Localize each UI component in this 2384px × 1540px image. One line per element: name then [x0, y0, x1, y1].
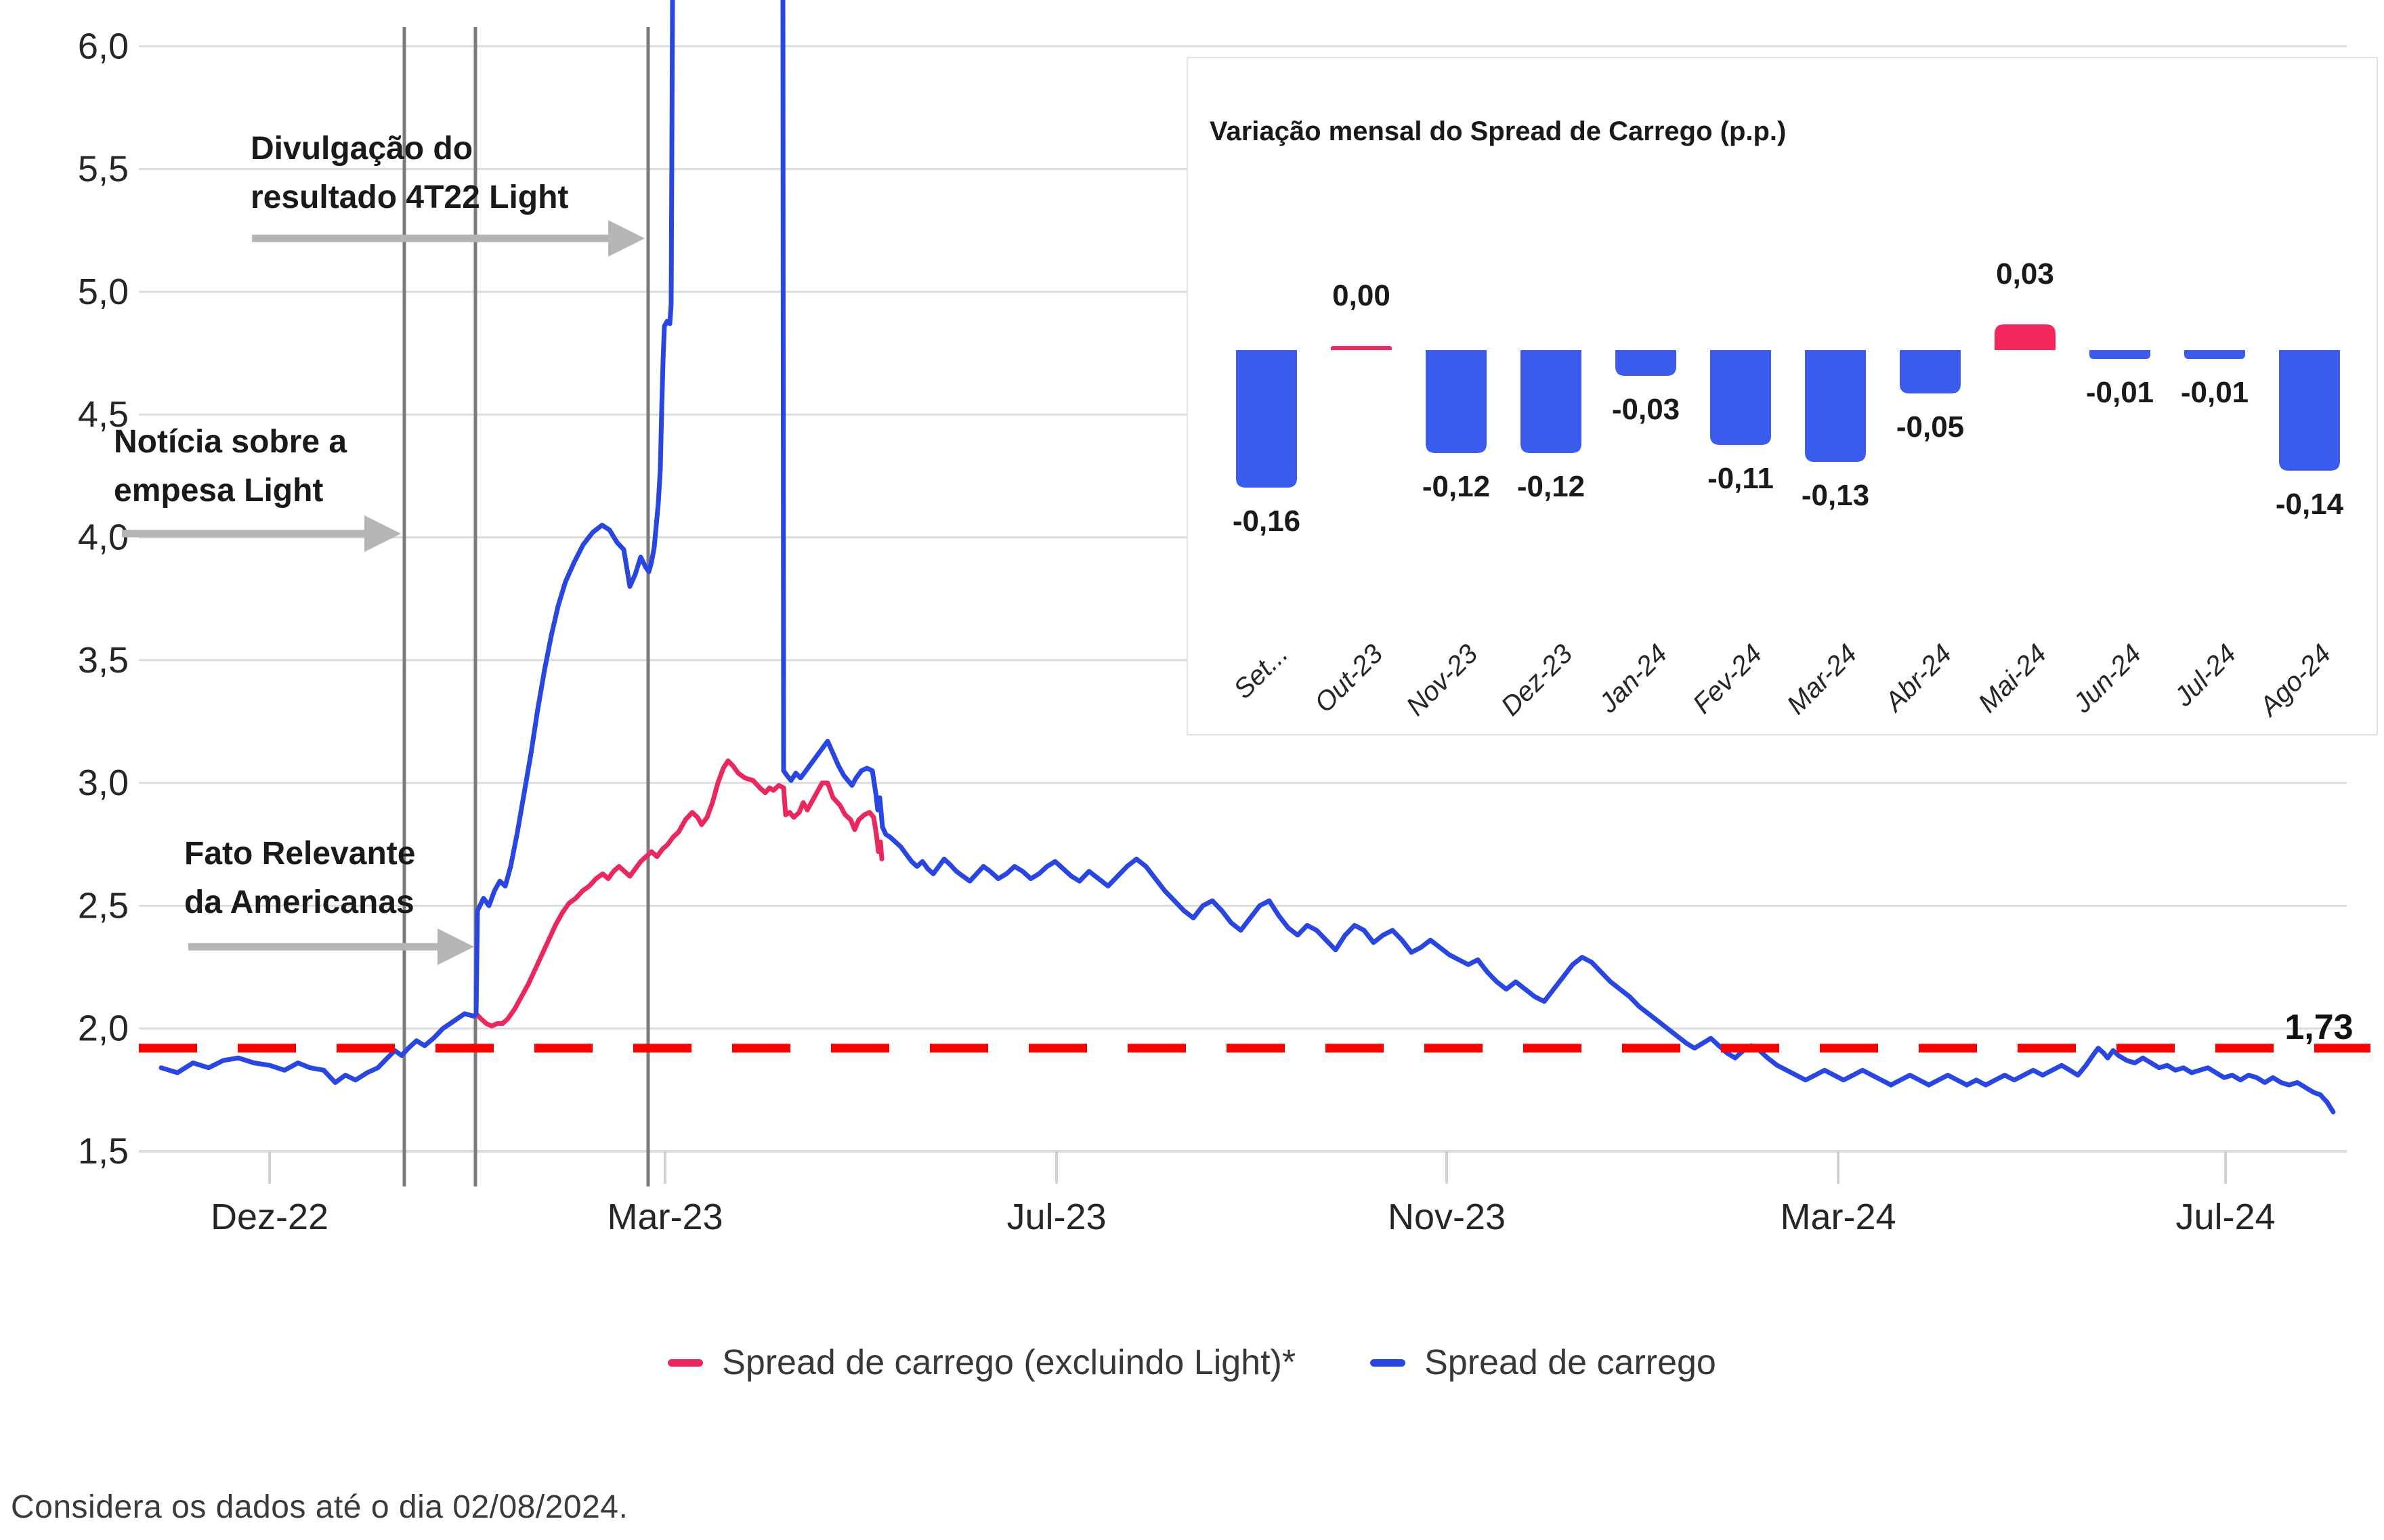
annotation-text-fato-relevante-americanas: da Americanas — [184, 884, 414, 920]
x-tick-label: Jul-24 — [2175, 1197, 2275, 1237]
legend-item-excluding-light: Spread de carrego (excluindo Light)* — [668, 1342, 1296, 1383]
reference-dashed-line: 1,73 — [139, 1008, 2370, 1053]
inset-bar-Ago-24 — [2279, 350, 2340, 471]
x-tick-label: Mar-24 — [1780, 1197, 1896, 1237]
annotation-text-divulgacao-4t22-light: resultado 4T22 Light — [251, 179, 568, 215]
inset-bar-value-label: -0,03 — [1612, 393, 1680, 426]
inset-bar-chart-panel: Variação mensal do Spread de Carrego (p.… — [1187, 57, 2378, 735]
pink-line-swatch-icon — [668, 1359, 704, 1367]
inset-bar-Nov-23 — [1426, 350, 1487, 453]
annotation-text-divulgacao-4t22-light: Divulgação do — [251, 131, 473, 167]
legend-item-spread: Spread de carrego — [1370, 1342, 1716, 1383]
inset-panel-background — [1187, 57, 2378, 735]
x-tick-label: Dez-22 — [211, 1197, 328, 1237]
inset-bar-Abr-24 — [1900, 350, 1961, 393]
y-tick-label: 4,0 — [78, 517, 129, 558]
inset-bar-value-label: 0,00 — [1332, 279, 1390, 312]
inset-bar-Out-23 — [1331, 346, 1392, 350]
inset-bar-value-labels: -0,16 0,00 -0,12 -0,12 -0,03 -0,11 -0,13 -0,05 0… — [1233, 257, 2344, 538]
annotation-arrowhead-icon — [438, 928, 474, 965]
inset-title: Variação mensal do Spread de Carrego (p.… — [1210, 116, 1786, 146]
x-tick-label: Mar-23 — [607, 1197, 723, 1237]
inset-bar-value-label: -0,12 — [1422, 470, 1490, 503]
y-tick-label: 1,5 — [78, 1131, 129, 1172]
event-annotations: Divulgação do resultado 4T22 Light Notícia… — [114, 131, 645, 965]
inset-bar-Mar-24 — [1805, 350, 1866, 462]
inset-bars — [1236, 324, 2340, 488]
inset-bar-Jun-24 — [2089, 350, 2150, 359]
y-tick-label: 2,5 — [78, 885, 129, 926]
y-tick-label: 3,5 — [78, 640, 129, 681]
y-tick-label: 4,5 — [78, 394, 129, 435]
inset-bar-value-label: -0,16 — [1233, 505, 1300, 538]
inset-bar-value-label: -0,14 — [2276, 488, 2344, 521]
x-tick-label: Jul-23 — [1006, 1197, 1106, 1237]
inset-bar-Set... — [1236, 350, 1297, 488]
legend-label: Spread de carrego (excluindo Light)* — [722, 1343, 1296, 1382]
legend: Spread de carrego (excluindo Light)* Spr… — [0, 1342, 2384, 1383]
reference-value-label: 1,73 — [2284, 1008, 2353, 1047]
inset-bar-Jul-24 — [2184, 350, 2245, 359]
blue-line-swatch-icon — [1370, 1359, 1406, 1367]
y-tick-label: 5,0 — [78, 272, 129, 312]
annotation-arrowhead-icon — [364, 515, 401, 552]
y-tick-label: 2,0 — [78, 1008, 129, 1049]
inset-bar-Dez-23 — [1520, 350, 1581, 453]
x-axis-labels: Dez-22 Mar-23 Jul-23 Nov-23 Mar-24 Jul-24 — [211, 1151, 2276, 1237]
inset-bar-value-label: 0,03 — [1996, 257, 2054, 291]
series-line-spread-ex-light — [473, 758, 885, 1029]
annotation-text-noticia-light: Notícia sobre a — [114, 424, 347, 460]
inset-bar-value-label: -0,11 — [1707, 462, 1774, 495]
series-line-spread — [780, 0, 2336, 1115]
x-tick-label: Nov-23 — [1388, 1197, 1506, 1237]
y-tick-label: 6,0 — [78, 26, 129, 66]
inset-bar-Mai-24 — [1995, 324, 2056, 350]
inset-bar-value-label: -0,05 — [1896, 410, 1964, 444]
y-tick-label: 3,0 — [78, 763, 129, 803]
annotation-arrowhead-icon — [608, 220, 645, 257]
footer-note: Considera os dados até o dia 02/08/2024. — [11, 1489, 629, 1525]
y-tick-label: 5,5 — [78, 149, 129, 190]
inset-bar-value-label: -0,13 — [1802, 479, 1869, 512]
legend-label: Spread de carrego — [1424, 1343, 1716, 1382]
annotation-text-noticia-light: empesa Light — [114, 473, 323, 509]
line-series — [158, 0, 2336, 1115]
series-line-spread — [158, 0, 675, 1085]
inset-bar-value-label: -0,01 — [2086, 376, 2154, 409]
inset-bar-value-label: -0,12 — [1517, 470, 1585, 503]
inset-bar-Fev-24 — [1710, 350, 1771, 445]
inset-bar-Jan-24 — [1615, 350, 1676, 376]
inset-bar-value-label: -0,01 — [2181, 376, 2249, 409]
annotation-text-fato-relevante-americanas: Fato Relevante — [184, 836, 415, 872]
y-axis-labels: 1,5 2,0 2,5 3,0 3,5 4,0 4,5 5,0 5,5 6,0 — [78, 26, 129, 1172]
